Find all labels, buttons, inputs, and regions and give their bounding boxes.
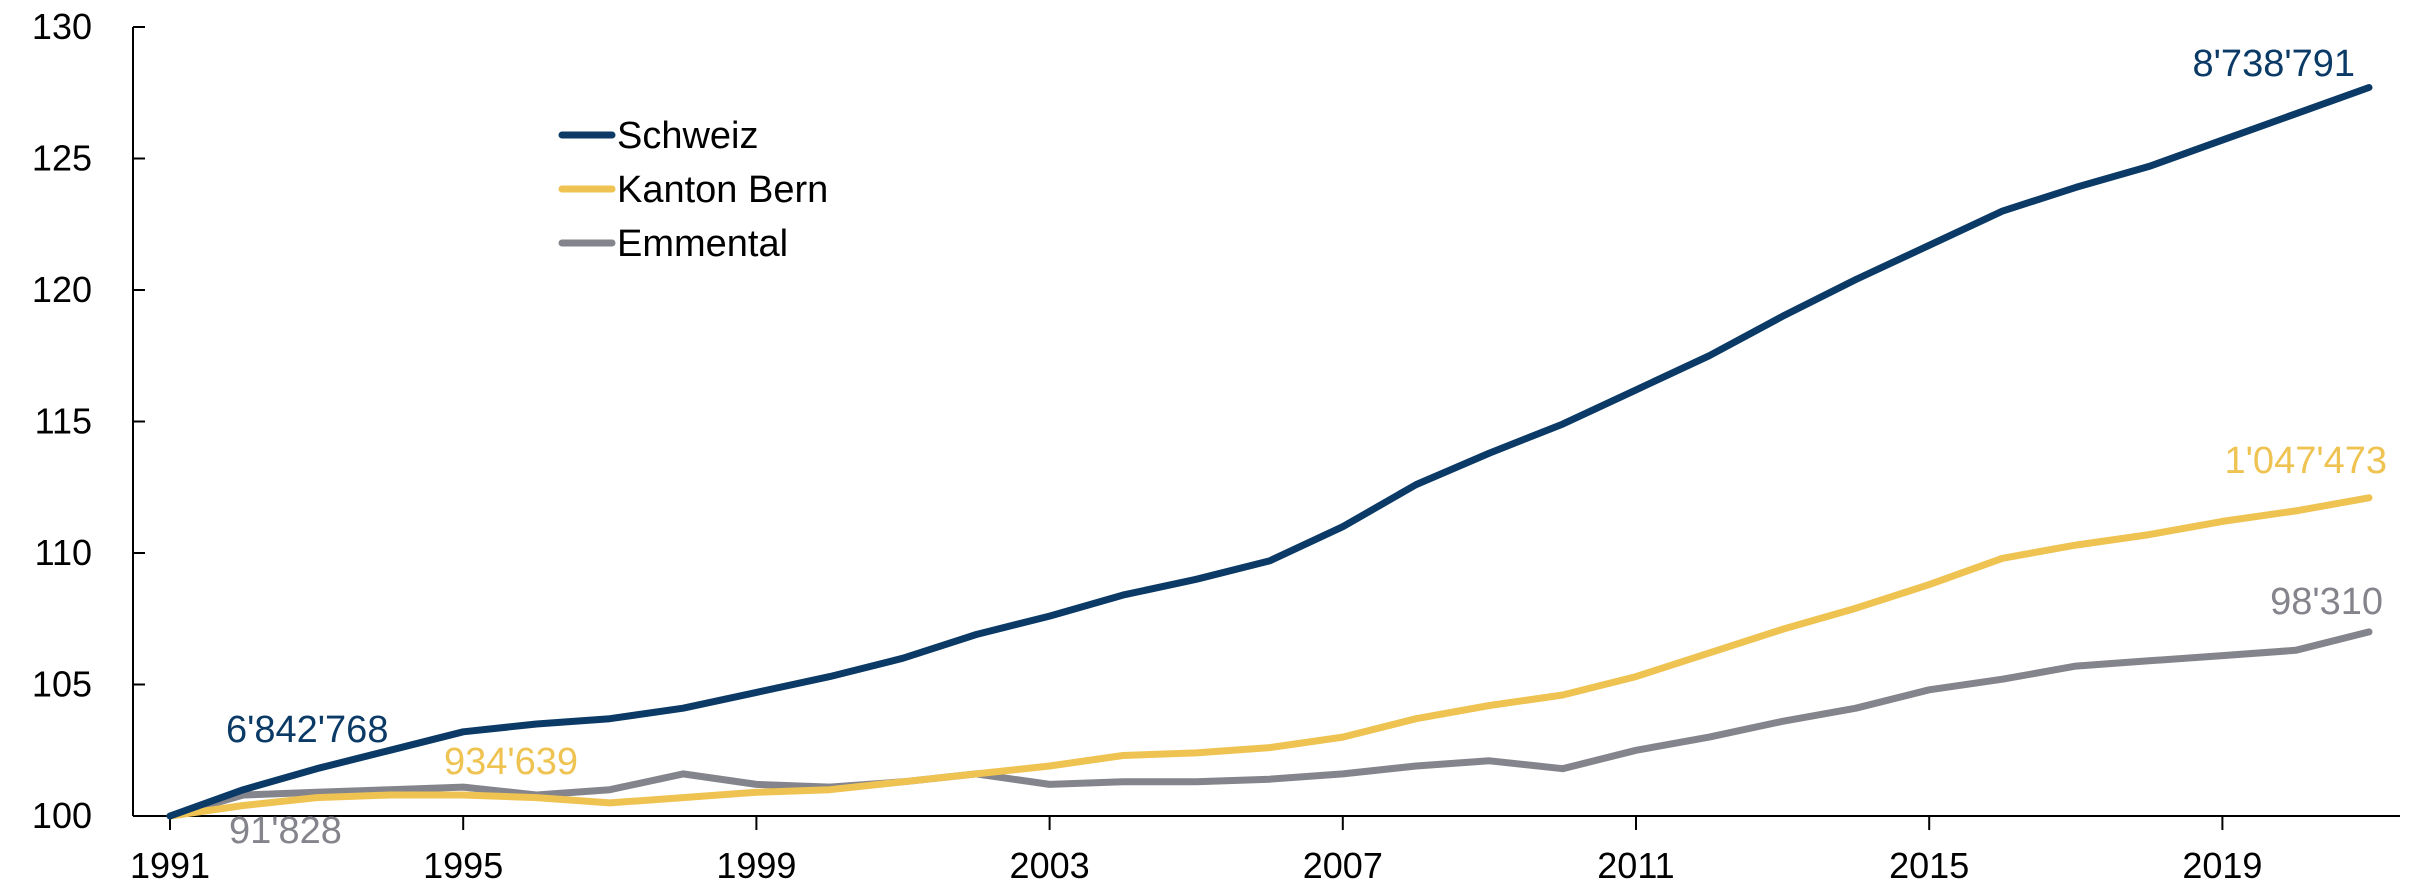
start-value-label: 91'828 bbox=[229, 810, 342, 852]
x-tick-label: 2015 bbox=[1889, 845, 1969, 886]
y-tick-label: 130 bbox=[32, 6, 92, 47]
y-tick-label: 120 bbox=[32, 269, 92, 310]
end-value-label: 8'738'791 bbox=[2193, 43, 2355, 85]
y-tick-label: 125 bbox=[32, 138, 92, 179]
x-tick-label: 1991 bbox=[130, 845, 210, 886]
legend-label: Schweiz bbox=[617, 115, 759, 157]
series-line-emmental bbox=[166, 628, 2373, 820]
y-tick-label: 110 bbox=[35, 532, 92, 573]
series-line-kanton-bern bbox=[166, 494, 2373, 820]
end-value-label: 1'047'473 bbox=[2225, 440, 2387, 482]
x-tick-label: 2019 bbox=[2182, 845, 2262, 886]
x-tick-label: 2003 bbox=[1010, 845, 1090, 886]
y-tick-label: 100 bbox=[32, 795, 92, 836]
start-value-label: 934'639 bbox=[444, 741, 578, 783]
y-tick-label: 105 bbox=[32, 664, 92, 705]
x-tick-label: 1995 bbox=[423, 845, 503, 886]
x-tick-label: 2011 bbox=[1597, 845, 1674, 886]
series-line-schweiz bbox=[166, 84, 2373, 820]
y-tick-label: 115 bbox=[35, 401, 92, 442]
data-labels: 6'842'768 8'738'791 934'639 1'047'473 91'828… bbox=[226, 43, 2387, 852]
end-value-label: 98'310 bbox=[2270, 581, 2383, 623]
legend: Schweiz Kanton Bern Emmental bbox=[558, 115, 828, 265]
legend-label: Kanton Bern bbox=[617, 169, 828, 211]
legend-label: Emmental bbox=[617, 223, 788, 265]
axes: 100 105 110 115 120 125 130 1991 1995 1999 2003 200… bbox=[32, 6, 2400, 886]
x-tick-label: 2007 bbox=[1303, 845, 1383, 886]
start-value-label: 6'842'768 bbox=[226, 709, 388, 751]
x-tick-label: 1999 bbox=[716, 845, 796, 886]
series-lines bbox=[166, 84, 2373, 820]
